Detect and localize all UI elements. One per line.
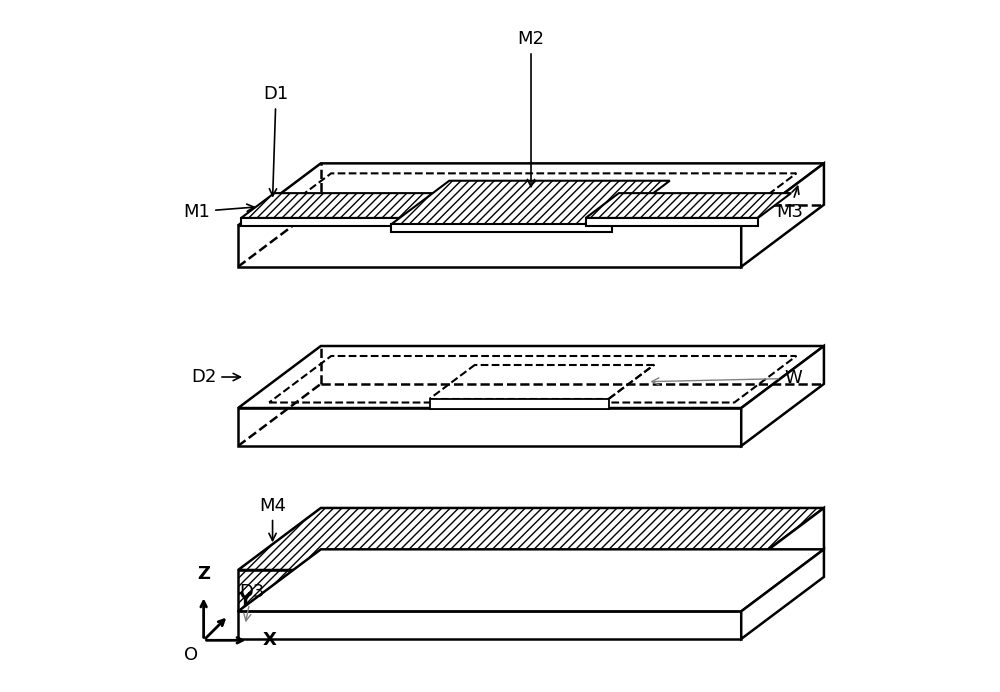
Polygon shape [241,193,467,218]
Polygon shape [391,224,612,233]
Polygon shape [238,226,741,266]
Polygon shape [238,408,741,446]
Text: Y: Y [239,591,252,609]
Text: M2: M2 [518,30,545,187]
Text: Z: Z [197,565,210,583]
Text: O: O [184,646,198,664]
Polygon shape [238,346,824,408]
Polygon shape [741,163,824,266]
Text: W: W [652,370,802,388]
Polygon shape [241,218,434,226]
Text: M4: M4 [259,497,286,540]
Text: D1: D1 [263,85,289,196]
Polygon shape [586,193,791,218]
Polygon shape [238,508,824,570]
Text: D2: D2 [191,368,240,386]
Polygon shape [238,163,824,226]
Polygon shape [238,570,741,611]
Polygon shape [238,611,741,639]
Text: D3: D3 [239,583,265,621]
Polygon shape [741,346,824,446]
Polygon shape [391,181,670,224]
Polygon shape [741,508,824,611]
Polygon shape [238,549,824,611]
Text: M1: M1 [183,203,254,221]
Polygon shape [741,549,824,639]
Polygon shape [430,399,609,409]
Polygon shape [586,218,758,226]
Text: M3: M3 [776,186,803,221]
Text: X: X [262,631,276,649]
